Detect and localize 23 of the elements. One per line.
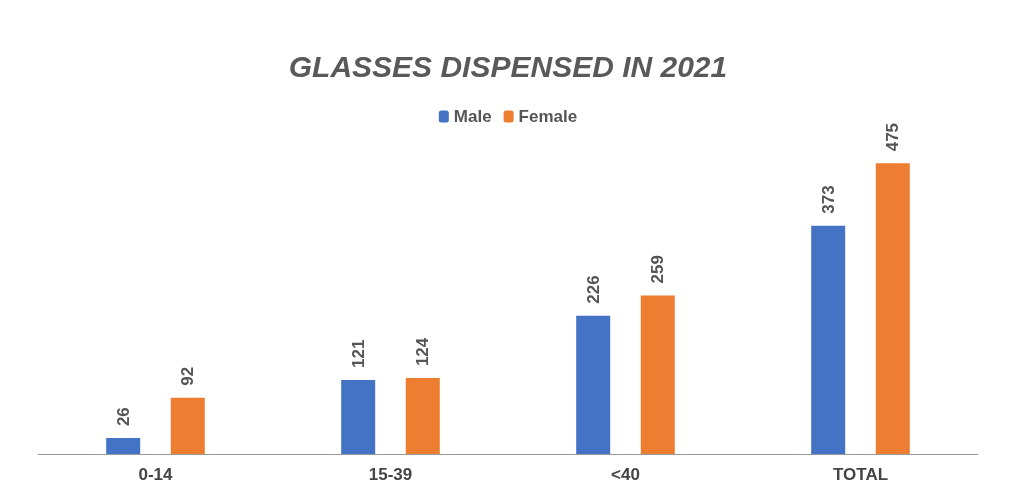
data-label: 475: [883, 122, 903, 152]
x-tick-label: 15-39: [368, 465, 413, 484]
bar: [106, 438, 141, 454]
bar: [576, 315, 611, 454]
bar: [341, 379, 376, 454]
bar: [875, 163, 910, 454]
legend-label: Male: [453, 107, 492, 126]
chart-title: GLASSES DISPENSED IN 2021: [288, 49, 728, 83]
bar: [811, 225, 846, 454]
x-tick-label: <40: [611, 465, 640, 484]
data-label: 26: [113, 407, 133, 427]
data-label: 92: [178, 366, 198, 386]
data-label: 121: [348, 339, 368, 368]
data-label: 373: [818, 185, 838, 214]
bar: [405, 378, 440, 454]
data-label: 226: [583, 275, 603, 304]
x-tick-label: TOTAL: [832, 465, 889, 484]
data-label: 259: [648, 255, 668, 284]
x-tick-label: 0-14: [138, 465, 174, 484]
bar: [170, 397, 205, 454]
data-label: 124: [413, 337, 433, 367]
legend-label: Female: [518, 107, 578, 126]
bar: [640, 295, 675, 454]
